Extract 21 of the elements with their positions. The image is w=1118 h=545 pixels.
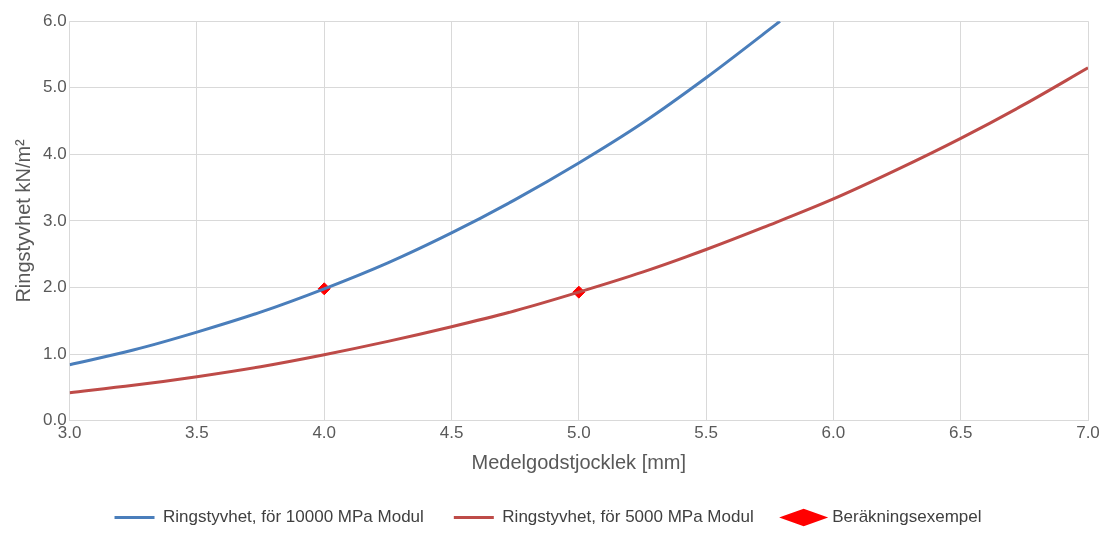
y-tick-label: 6.0 (42, 10, 67, 30)
legend-label: Beräkningsexempel (832, 507, 982, 527)
y-tick-label: 4.0 (42, 144, 67, 164)
legend-label: Ringstyvhet, för 5000 MPa Modul (502, 507, 754, 527)
y-tick-label: 5.0 (42, 77, 67, 97)
x-tick-label: 5.5 (694, 423, 718, 443)
line-series (69, 21, 782, 367)
y-tick-label: 1.0 (42, 343, 67, 363)
line-series (69, 66, 1088, 395)
x-tick-label: 6.5 (948, 423, 973, 443)
x-tick-label: 4.5 (439, 423, 464, 443)
legend-label: Ringstyvhet, för 10000 MPa Modul (163, 507, 424, 527)
x-axis-title: Medelgodstjocklek [mm] (471, 450, 687, 473)
x-tick-label: 5.0 (567, 423, 591, 443)
x-tick-label: 6.0 (821, 423, 846, 443)
y-tick-label: 2.0 (42, 277, 67, 297)
x-tick-label: 3.5 (185, 423, 209, 443)
x-tick-label: 7.0 (1076, 423, 1100, 443)
y-tick-label: 3.0 (42, 210, 67, 230)
y-axis-title: Ringstyvhet kN/m² (11, 138, 34, 303)
x-tick-label: 4.0 (312, 423, 337, 443)
